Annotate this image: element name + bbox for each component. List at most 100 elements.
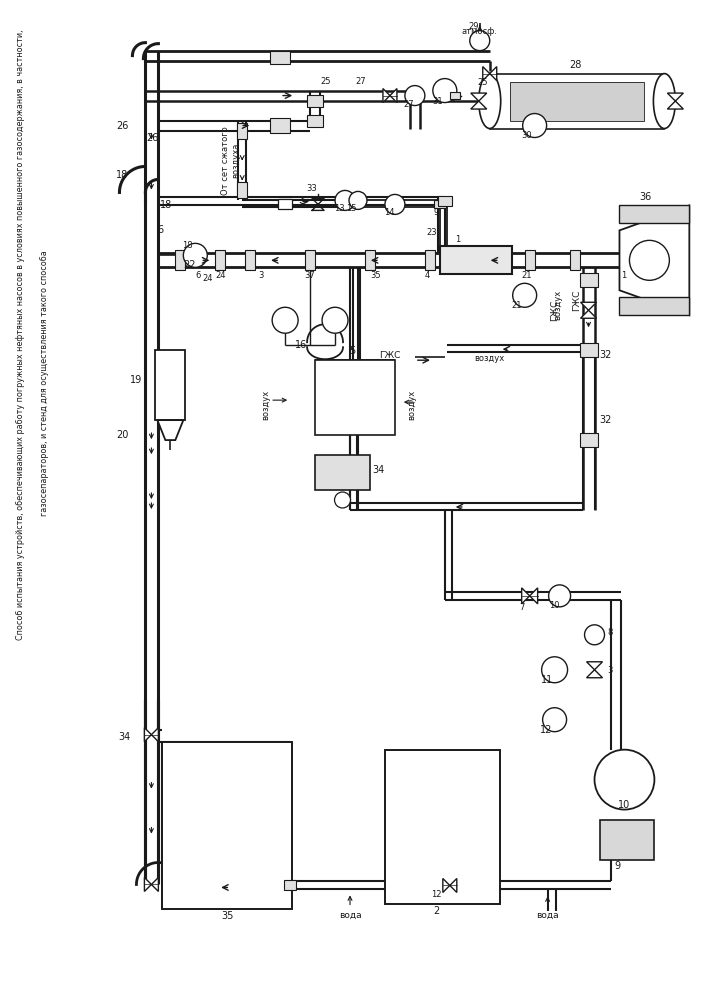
Ellipse shape: [479, 74, 501, 129]
Bar: [175, 250, 185, 270]
Text: 34: 34: [118, 732, 130, 742]
Polygon shape: [580, 310, 597, 318]
Text: 11: 11: [541, 675, 553, 685]
Text: ГЖС: ГЖС: [551, 300, 560, 321]
Bar: [425, 250, 435, 270]
Text: 20: 20: [116, 430, 129, 440]
Polygon shape: [587, 670, 602, 678]
Bar: [450, 92, 460, 99]
Polygon shape: [483, 67, 490, 81]
Ellipse shape: [653, 74, 675, 129]
Polygon shape: [619, 205, 689, 315]
Text: ГЖС: ГЖС: [379, 351, 401, 360]
Bar: [156, 350, 185, 420]
Circle shape: [334, 492, 351, 508]
Text: 18: 18: [116, 170, 129, 180]
Bar: [525, 250, 534, 270]
Polygon shape: [530, 588, 537, 604]
Bar: [307, 115, 323, 127]
Text: 18: 18: [160, 200, 173, 210]
Text: 14: 14: [384, 208, 395, 217]
Bar: [619, 297, 689, 315]
Text: 9: 9: [434, 208, 439, 217]
Polygon shape: [151, 728, 158, 742]
Text: 23: 23: [427, 228, 438, 237]
Bar: [580, 273, 597, 287]
Text: 35: 35: [370, 271, 380, 280]
Circle shape: [183, 243, 207, 267]
Circle shape: [629, 240, 670, 280]
Bar: [440, 246, 512, 274]
Text: воздух: воздух: [554, 290, 563, 320]
Text: 10: 10: [617, 800, 630, 810]
Text: вода: вода: [339, 910, 361, 919]
Text: 1: 1: [621, 271, 626, 280]
Text: 27: 27: [355, 77, 366, 86]
Circle shape: [405, 86, 425, 106]
Text: Способ испытания устройств, обеспечивающих работу погружных нефтяных насосов в у: Способ испытания устройств, обеспечивающ…: [16, 30, 25, 641]
Text: 32: 32: [600, 350, 612, 360]
Text: 8: 8: [607, 628, 613, 637]
Circle shape: [513, 283, 537, 307]
Text: 31: 31: [432, 97, 443, 106]
Bar: [580, 433, 597, 447]
Text: 25: 25: [478, 78, 489, 87]
Text: воздух: воздух: [474, 354, 505, 363]
Bar: [570, 250, 580, 270]
Bar: [510, 82, 644, 121]
Bar: [619, 205, 689, 223]
Text: воздух: воздух: [407, 390, 416, 420]
Text: газосепараторов, и стенд для осуществления такого способа: газосепараторов, и стенд для осуществлен…: [40, 250, 49, 516]
Polygon shape: [144, 728, 151, 742]
Text: 9: 9: [614, 861, 621, 871]
Polygon shape: [522, 588, 530, 604]
Text: 12: 12: [431, 890, 442, 899]
Text: ГЖС: ГЖС: [573, 290, 582, 311]
Bar: [278, 199, 292, 209]
Circle shape: [433, 79, 457, 103]
Text: 16: 16: [295, 340, 308, 350]
Polygon shape: [471, 101, 486, 109]
Polygon shape: [390, 89, 397, 103]
Bar: [434, 200, 446, 208]
Circle shape: [335, 190, 355, 210]
Text: 19: 19: [130, 375, 142, 385]
Text: 26: 26: [116, 121, 129, 131]
Polygon shape: [158, 420, 183, 440]
Bar: [365, 250, 375, 270]
Bar: [215, 250, 226, 270]
Bar: [464, 250, 475, 270]
Circle shape: [522, 114, 547, 138]
Text: воздух: воздух: [261, 390, 270, 420]
Text: 3: 3: [607, 666, 613, 675]
Bar: [284, 880, 296, 890]
Polygon shape: [667, 101, 684, 109]
Text: 34: 34: [372, 465, 384, 475]
Bar: [270, 51, 290, 64]
Text: 5: 5: [349, 346, 355, 356]
Text: 6: 6: [195, 271, 201, 280]
Circle shape: [349, 191, 367, 209]
Circle shape: [585, 625, 604, 645]
Text: 33: 33: [306, 184, 317, 193]
Bar: [307, 95, 323, 107]
Polygon shape: [450, 878, 457, 892]
Bar: [270, 118, 290, 133]
Circle shape: [322, 307, 348, 333]
Text: атмосф.: атмосф.: [462, 27, 498, 36]
Text: 21: 21: [512, 301, 522, 310]
Polygon shape: [144, 877, 151, 891]
Text: вода: вода: [537, 910, 559, 919]
Polygon shape: [667, 93, 684, 101]
Text: 32: 32: [600, 415, 612, 425]
Text: 35: 35: [221, 911, 233, 921]
Text: 18: 18: [182, 241, 193, 250]
Text: 2: 2: [433, 906, 440, 916]
Polygon shape: [383, 89, 390, 103]
Bar: [438, 196, 452, 206]
Bar: [245, 250, 255, 270]
Circle shape: [272, 307, 298, 333]
Text: 7: 7: [520, 603, 525, 612]
Bar: [315, 360, 395, 435]
Bar: [490, 74, 665, 129]
